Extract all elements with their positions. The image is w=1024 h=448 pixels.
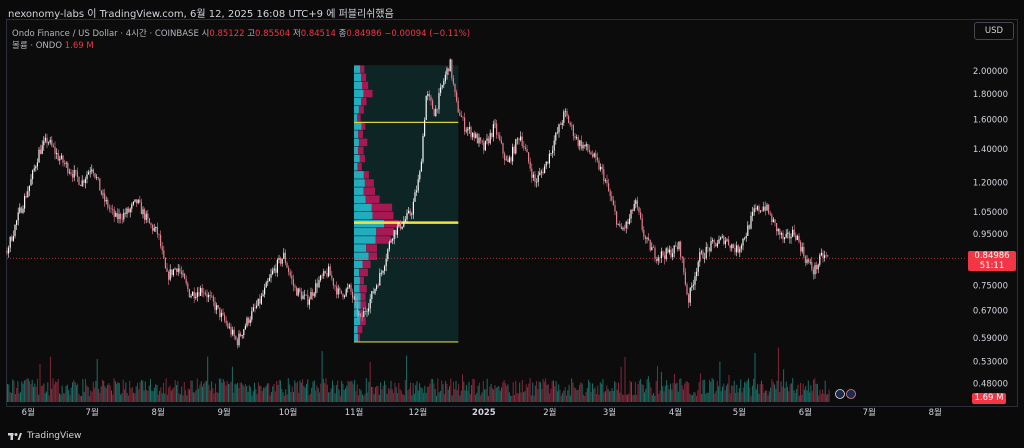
x-tick-label: 3월	[603, 407, 616, 418]
change-value: −0.00094 (−0.11%)	[384, 29, 471, 39]
currency-button[interactable]: USD	[974, 22, 1014, 40]
brand-label: TradingView	[27, 431, 82, 441]
x-tick-label: 6월	[22, 407, 35, 418]
close-value: 0.84986	[346, 29, 382, 39]
x-tick-label: 9월	[218, 407, 231, 418]
x-tick-label: 7월	[86, 407, 99, 418]
bar-countdown: 51:11	[979, 261, 1005, 271]
x-tick-label: 8월	[152, 407, 165, 418]
tradingview-brand[interactable]: TradingView	[8, 431, 81, 441]
x-tick-label: 5월	[733, 407, 746, 418]
tradingview-logo-icon	[8, 432, 22, 440]
low-value: 0.84514	[300, 29, 336, 39]
symbol-legend: Ondo Finance / US Dollar · 4시간 · COINBAS…	[12, 27, 470, 39]
x-tick-label: 7월	[863, 407, 876, 418]
x-tick-label: 12월	[409, 407, 428, 418]
volume-value: 1.69 M	[64, 41, 94, 51]
x-tick-label: 8월	[929, 407, 942, 418]
symbol-title: Ondo Finance / US Dollar · 4시간 · COINBAS…	[12, 29, 199, 39]
open-label: 시	[201, 29, 210, 39]
high-label: 고	[247, 29, 256, 39]
close-label: 종	[338, 29, 347, 39]
current-price-tag: 0.84986 51:11	[968, 251, 1016, 271]
volume-legend: 볼륨 · ONDO 1.69 M	[12, 39, 94, 51]
x-tick-label: 2025	[472, 408, 496, 418]
open-value: 0.85122	[209, 29, 245, 39]
low-label: 저	[292, 29, 301, 39]
volume-tag: 1.69 M	[972, 393, 1006, 404]
x-tick-label: 2월	[543, 407, 556, 418]
x-tick-label: 10월	[279, 407, 298, 418]
publish-caption: nexonomy-labs 이 TradingView.com, 6월 12, …	[8, 9, 394, 20]
x-tick-label: 11월	[345, 407, 364, 418]
x-tick-label: 4월	[669, 407, 682, 418]
chart-frame[interactable]	[6, 19, 1018, 407]
current-price: 0.84986	[974, 251, 1010, 261]
x-tick-label: 6월	[799, 407, 812, 418]
volume-label: 볼륨 · ONDO	[12, 41, 63, 51]
high-value: 0.85504	[255, 29, 291, 39]
